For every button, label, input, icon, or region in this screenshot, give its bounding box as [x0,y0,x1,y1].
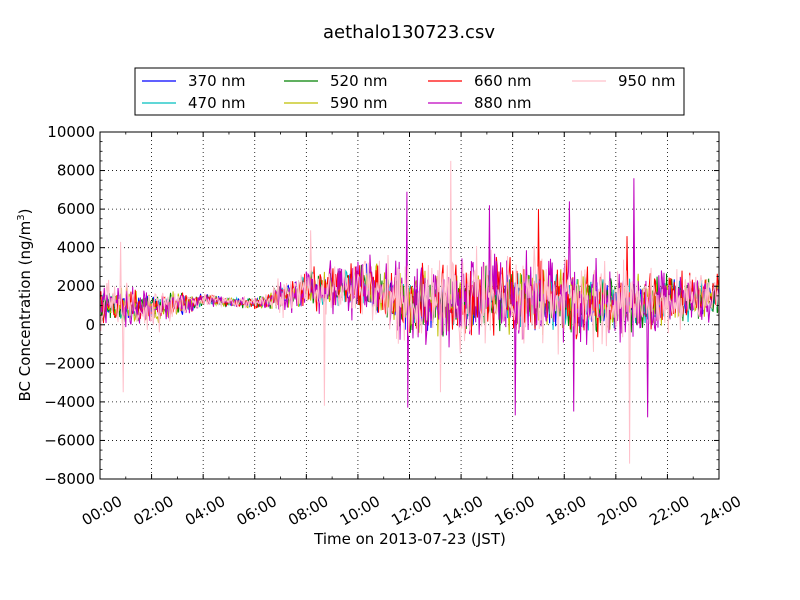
legend-label: 590 nm [330,94,388,112]
legend-label: 470 nm [188,94,246,112]
series-layer [100,160,719,464]
y-axis-label: BC Concentration (ng/m3) [16,209,34,402]
y-tick-label: −8000 [44,470,95,488]
legend: 370 nm 470 nm 520 nm 590 nm 660 nm 880 nm 950 … [134,67,685,116]
y-tick-label: 0 [85,316,95,334]
legend-label: 950 nm [618,72,676,90]
y-tick-label: 4000 [57,239,95,257]
ticks [99,131,720,480]
y-axis-label-close: ) [16,209,34,215]
y-tick-label: −6000 [44,431,95,449]
legend-box [134,67,685,116]
legend-label: 520 nm [330,72,388,90]
chart-title: aethalo130723.csv [323,22,495,43]
y-axis-label-main: BC Concentration (ng/m [16,221,34,402]
y-tick-label: −4000 [44,393,95,411]
y-tick-label: 8000 [57,162,95,180]
legend-label: 880 nm [474,94,532,112]
y-axis-label-sup: 3 [16,214,27,220]
x-axis-label: Time on 2013-07-23 (JST) [313,530,506,548]
y-tick-labels: −8000 −6000 −4000 −2000 0 2000 4000 6000 8000 100… [44,123,95,488]
legend-label: 660 nm [474,72,532,90]
y-tick-label: 2000 [57,277,95,295]
y-tick-label: 6000 [57,200,95,218]
series-line-950-nm [100,160,719,464]
y-tick-label: 10000 [47,123,95,141]
legend-label: 370 nm [188,72,246,90]
y-tick-label: −2000 [44,354,95,372]
